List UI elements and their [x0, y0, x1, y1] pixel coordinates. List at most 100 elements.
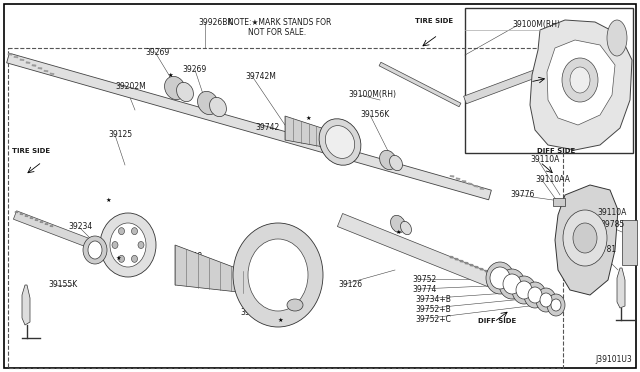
Polygon shape: [6, 53, 492, 200]
Ellipse shape: [551, 299, 561, 311]
Polygon shape: [45, 223, 48, 225]
Polygon shape: [40, 221, 43, 223]
Ellipse shape: [233, 223, 323, 327]
Text: 39269: 39269: [145, 48, 169, 57]
Text: 39781: 39781: [592, 245, 616, 254]
Polygon shape: [474, 185, 478, 187]
Ellipse shape: [536, 288, 556, 312]
Ellipse shape: [573, 223, 597, 253]
Ellipse shape: [562, 58, 598, 102]
Ellipse shape: [401, 221, 412, 235]
Ellipse shape: [198, 92, 218, 115]
Ellipse shape: [524, 282, 546, 308]
Text: DIFF SIDE: DIFF SIDE: [478, 318, 516, 324]
Polygon shape: [480, 268, 483, 270]
Text: 39155K: 39155K: [48, 280, 77, 289]
Ellipse shape: [83, 236, 107, 264]
Text: ★: ★: [277, 317, 283, 323]
Ellipse shape: [138, 241, 144, 248]
Text: NOT FOR SALE.: NOT FOR SALE.: [248, 28, 306, 37]
Text: 39202M: 39202M: [115, 82, 146, 91]
Ellipse shape: [319, 119, 361, 165]
Polygon shape: [32, 64, 36, 67]
Ellipse shape: [110, 223, 146, 267]
Bar: [8, 48, 563, 368]
Ellipse shape: [547, 294, 565, 316]
Ellipse shape: [209, 97, 227, 116]
Text: 39742: 39742: [255, 123, 279, 132]
Polygon shape: [547, 40, 615, 125]
Text: 39926BK: 39926BK: [198, 18, 232, 27]
Polygon shape: [175, 245, 265, 295]
Polygon shape: [50, 73, 54, 75]
Polygon shape: [38, 67, 42, 69]
Text: ★: ★: [395, 230, 401, 234]
Text: 39110A: 39110A: [530, 155, 559, 164]
Ellipse shape: [118, 228, 125, 235]
Text: 39752: 39752: [412, 275, 436, 284]
Text: 39125: 39125: [108, 130, 132, 139]
Polygon shape: [44, 70, 48, 72]
Ellipse shape: [380, 150, 396, 170]
Ellipse shape: [540, 293, 552, 307]
Polygon shape: [465, 262, 468, 264]
Polygon shape: [20, 59, 24, 61]
Polygon shape: [25, 215, 28, 217]
Text: ★: ★: [115, 256, 121, 260]
Polygon shape: [462, 180, 466, 182]
Ellipse shape: [490, 267, 510, 289]
Polygon shape: [485, 270, 488, 272]
Polygon shape: [456, 178, 460, 180]
Ellipse shape: [390, 155, 403, 171]
Text: ★: ★: [105, 198, 111, 202]
Text: 39269: 39269: [182, 65, 206, 74]
Polygon shape: [539, 62, 561, 75]
Text: 39776: 39776: [510, 190, 534, 199]
Ellipse shape: [325, 126, 355, 158]
Ellipse shape: [563, 210, 607, 266]
Ellipse shape: [516, 281, 532, 299]
Polygon shape: [463, 68, 541, 104]
Polygon shape: [13, 211, 122, 259]
Ellipse shape: [100, 213, 156, 277]
Text: 39785: 39785: [600, 220, 624, 229]
Ellipse shape: [88, 241, 102, 259]
Polygon shape: [555, 185, 618, 295]
Polygon shape: [26, 62, 30, 64]
Text: NOTE:★MARK STANDS FOR: NOTE:★MARK STANDS FOR: [228, 18, 332, 27]
Ellipse shape: [570, 67, 590, 93]
Text: 39774: 39774: [412, 285, 436, 294]
Text: 39752+B: 39752+B: [415, 305, 451, 314]
Ellipse shape: [499, 269, 525, 299]
Text: 39742M: 39742M: [245, 72, 276, 81]
Text: 39110AA: 39110AA: [535, 175, 570, 184]
Polygon shape: [475, 266, 478, 268]
Polygon shape: [530, 20, 632, 150]
Polygon shape: [14, 56, 18, 58]
Ellipse shape: [131, 255, 138, 262]
Text: 39242: 39242: [178, 270, 202, 279]
Bar: [622, 220, 637, 265]
Text: 39248: 39248: [178, 252, 202, 261]
Bar: [553, 198, 565, 206]
Ellipse shape: [287, 299, 303, 311]
Text: 39734: 39734: [320, 135, 344, 144]
Polygon shape: [50, 225, 53, 227]
Ellipse shape: [248, 239, 308, 311]
Polygon shape: [617, 268, 625, 308]
Text: 39100M(RH): 39100M(RH): [348, 90, 396, 99]
Text: ★: ★: [167, 73, 173, 77]
Polygon shape: [450, 175, 454, 177]
Ellipse shape: [390, 215, 406, 232]
Polygon shape: [35, 219, 38, 221]
Ellipse shape: [118, 255, 125, 262]
Polygon shape: [30, 217, 33, 219]
Ellipse shape: [486, 262, 514, 294]
Polygon shape: [468, 183, 472, 185]
Text: 39126: 39126: [338, 280, 362, 289]
Ellipse shape: [512, 276, 536, 304]
Text: 39234: 39234: [68, 222, 92, 231]
Ellipse shape: [503, 274, 521, 294]
Ellipse shape: [164, 76, 186, 100]
Text: ★: ★: [305, 115, 311, 121]
